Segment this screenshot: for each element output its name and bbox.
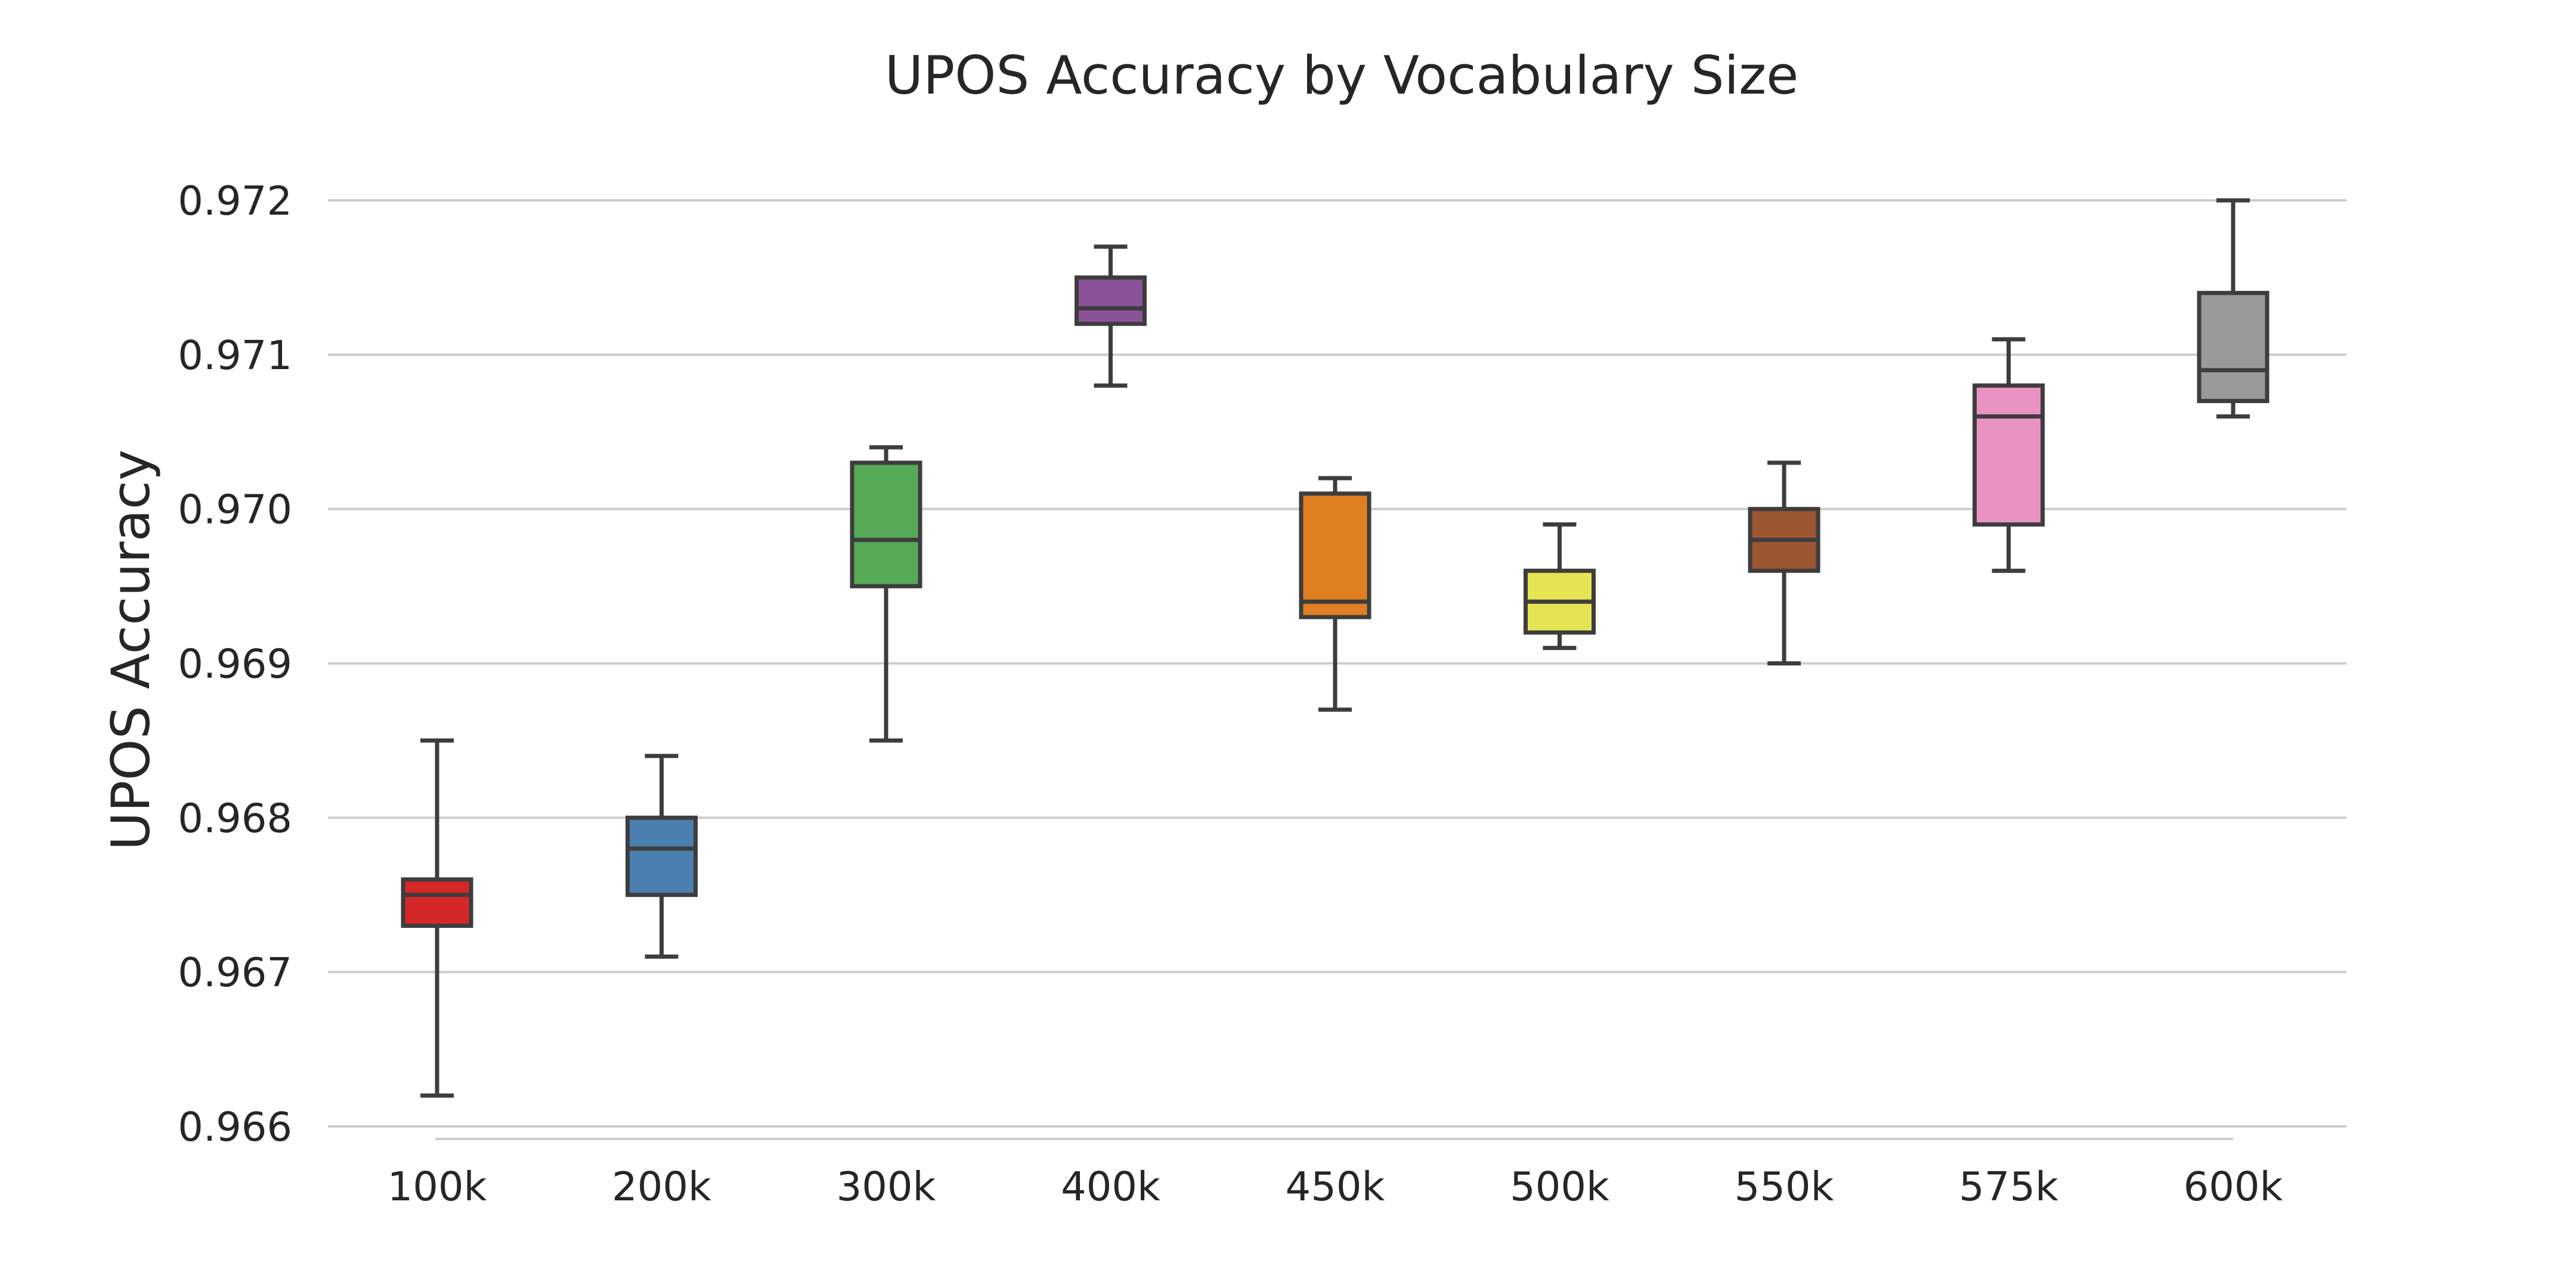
y-tick-labels: 0.966 0.967 0.968 0.969 0.970 0.971 0.972 <box>178 178 292 1150</box>
y-tick-label: 0.972 <box>178 178 292 224</box>
box-200k <box>626 754 698 959</box>
box-400k <box>1075 244 1147 388</box>
y-tick-label: 0.966 <box>178 1104 292 1150</box>
y-axis-label: UPOS Accuracy <box>100 450 162 850</box>
y-tick-label: 0.971 <box>178 332 292 379</box>
box-500k <box>1524 522 1596 651</box>
iqr-box <box>1299 491 1371 620</box>
iqr-box <box>2197 290 2270 403</box>
iqr-box <box>1973 383 2045 527</box>
iqr-box <box>850 460 922 589</box>
x-tick-label: 600k <box>2184 1163 2283 1210</box>
box-600k <box>2197 198 2270 419</box>
y-tick-label: 0.970 <box>178 487 292 533</box>
x-tick-label: 450k <box>1286 1163 1385 1210</box>
box-300k <box>850 445 922 743</box>
x-tick-labels: 100k 200k 300k 400k 450k 500k 550k 575k 600k <box>388 1163 2283 1210</box>
boxplot-series <box>401 198 2270 1098</box>
iqr-box <box>1075 275 1147 326</box>
box-450k <box>1299 476 1371 712</box>
chart-title: UPOS Accuracy by Vocabulary Size <box>885 45 1799 106</box>
x-tick-label: 500k <box>1510 1163 1609 1210</box>
y-tick-label: 0.969 <box>178 641 292 688</box>
x-tick-label: 575k <box>1959 1163 2058 1210</box>
x-tick-label: 400k <box>1061 1163 1160 1210</box>
x-tick-label: 200k <box>612 1163 711 1210</box>
box-550k <box>1748 460 1820 665</box>
box-575k <box>1973 337 2045 573</box>
x-tick-label: 100k <box>388 1163 487 1210</box>
x-tick-label: 300k <box>837 1163 936 1210</box>
box-100k <box>401 738 473 1098</box>
y-tick-label: 0.968 <box>178 795 292 841</box>
iqr-box <box>626 815 698 897</box>
x-tick-label: 550k <box>1735 1163 1834 1210</box>
y-tick-label: 0.967 <box>178 949 292 996</box>
iqr-box <box>401 877 473 928</box>
